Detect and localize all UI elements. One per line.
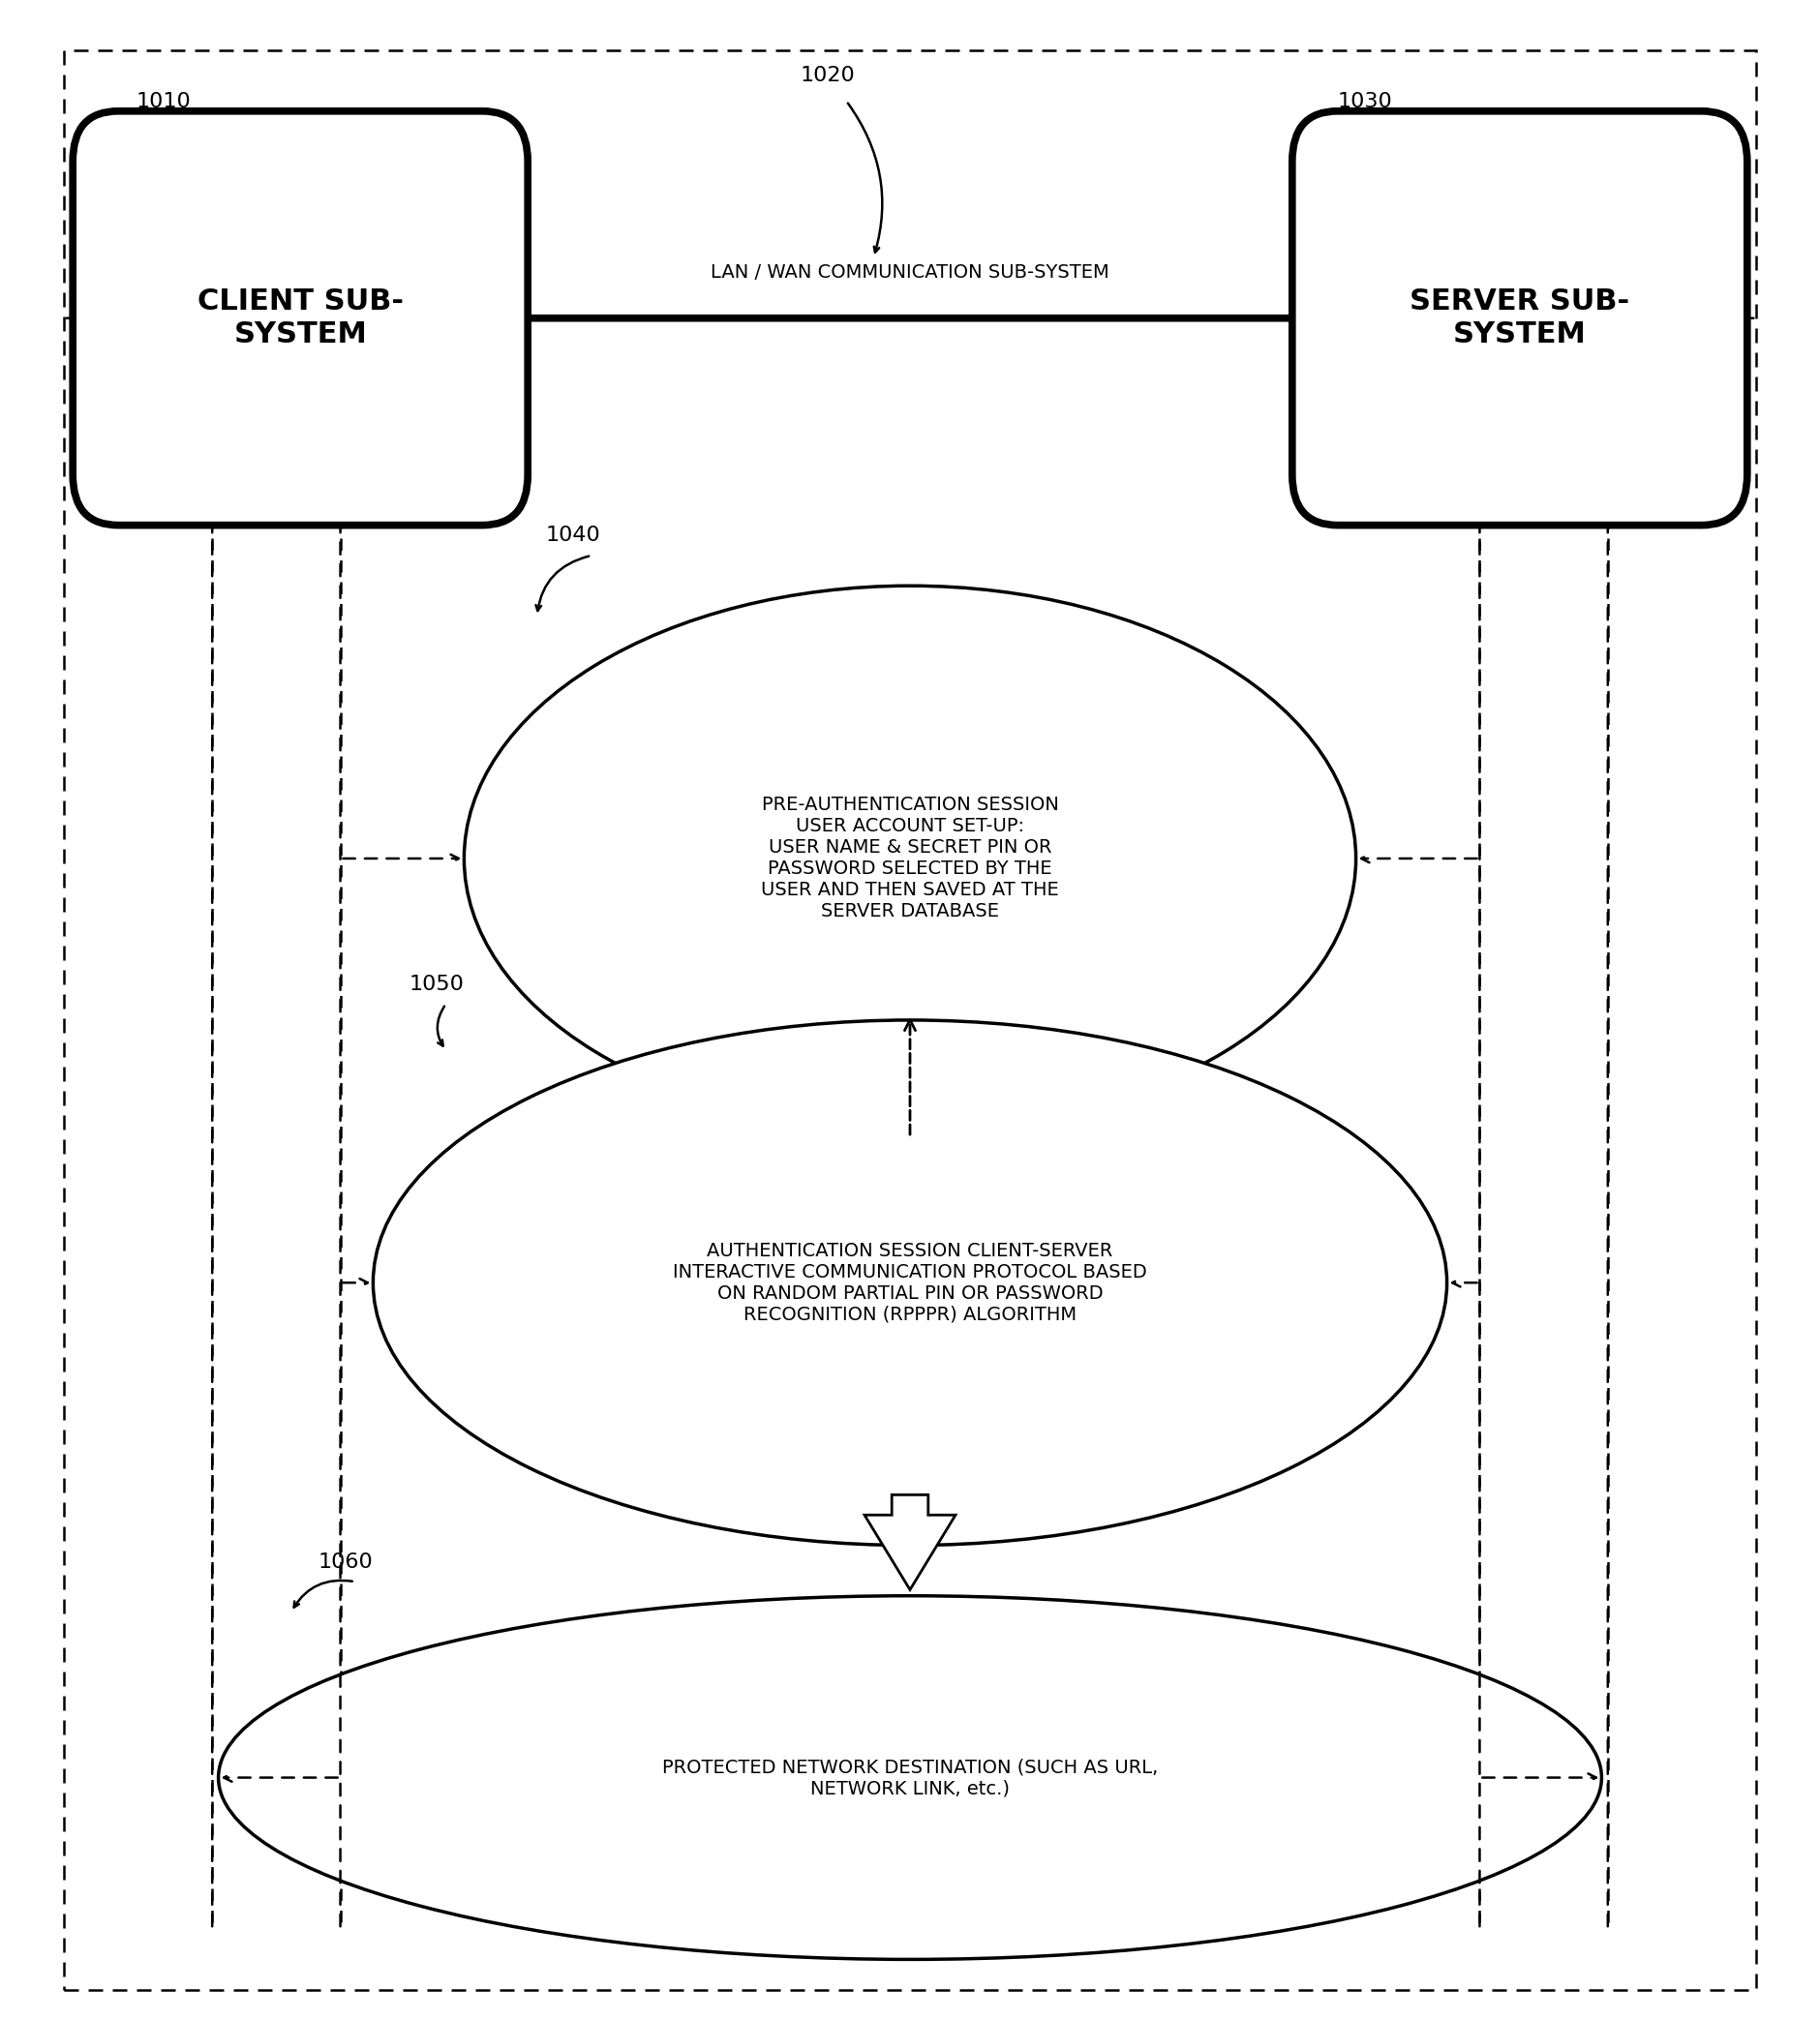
Text: PRE-AUTHENTICATION SESSION
USER ACCOUNT SET-UP:
USER NAME & SECRET PIN OR
PASSWO: PRE-AUTHENTICATION SESSION USER ACCOUNT … [761, 796, 1059, 921]
Text: 1010: 1010 [136, 91, 191, 111]
Ellipse shape [373, 1020, 1447, 1545]
Text: 1020: 1020 [801, 65, 855, 85]
FancyBboxPatch shape [73, 111, 528, 525]
Text: PROTECTED NETWORK DESTINATION (SUCH AS URL,
NETWORK LINK, etc.): PROTECTED NETWORK DESTINATION (SUCH AS U… [662, 1757, 1158, 1798]
FancyBboxPatch shape [1292, 111, 1747, 525]
Ellipse shape [218, 1596, 1602, 1959]
Text: 1050: 1050 [410, 974, 464, 994]
Text: 1060: 1060 [318, 1551, 373, 1572]
Ellipse shape [464, 586, 1356, 1131]
Text: CLIENT SUB-
SYSTEM: CLIENT SUB- SYSTEM [197, 289, 404, 347]
Polygon shape [864, 1495, 956, 1590]
Text: LAN / WAN COMMUNICATION SUB-SYSTEM: LAN / WAN COMMUNICATION SUB-SYSTEM [710, 263, 1110, 281]
Text: 1040: 1040 [546, 525, 601, 545]
Text: AUTHENTICATION SESSION CLIENT-SERVER
INTERACTIVE COMMUNICATION PROTOCOL BASED
ON: AUTHENTICATION SESSION CLIENT-SERVER INT… [673, 1242, 1147, 1323]
Text: SERVER SUB-
SYSTEM: SERVER SUB- SYSTEM [1410, 289, 1629, 347]
Text: 1030: 1030 [1338, 91, 1392, 111]
